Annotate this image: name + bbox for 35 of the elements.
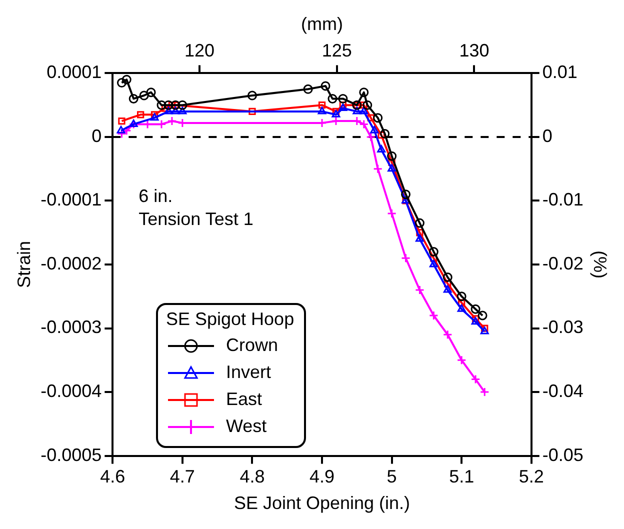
- y-tick-label: -0.0003: [40, 317, 102, 338]
- x2-tick-label: 120: [184, 40, 214, 60]
- x-tick-label: 4.6: [100, 466, 126, 487]
- y-tick-label: -0.0005: [40, 444, 102, 465]
- x-axis-title: SE Joint Opening (in.): [234, 493, 410, 514]
- x2-axis-title: (mm): [301, 14, 344, 34]
- x2-tick-label: 130: [459, 40, 490, 60]
- x-tick-label: 4.9: [309, 466, 335, 487]
- y2-axis-title: (%): [590, 250, 610, 278]
- legend-label: Invert: [226, 362, 272, 383]
- y2-tick-label: 0.01: [542, 62, 578, 82]
- x-tick-label: 5: [386, 466, 397, 487]
- y2-tick-label: -0.04: [542, 381, 584, 401]
- x-tick-label: 5.2: [518, 466, 544, 487]
- y-tick-label: -0.0001: [40, 190, 102, 210]
- y2-tick-label: -0.01: [542, 190, 584, 210]
- x-tick-label: 4.7: [170, 466, 195, 487]
- y2-tick-label: 0: [542, 126, 552, 146]
- y2-tick-label: -0.05: [542, 444, 584, 465]
- annotation: Tension Test 1: [138, 208, 254, 229]
- x-tick-label: 5.1: [449, 466, 474, 487]
- y2-tick-label: -0.02: [542, 253, 584, 274]
- legend-label: West: [226, 416, 267, 437]
- x2-tick-label: 125: [322, 40, 352, 60]
- x-tick-label: 4.8: [240, 466, 265, 487]
- y-axis-title: Strain: [14, 240, 34, 288]
- y-tick-label: 0: [92, 126, 102, 146]
- annotation: 6 in.: [138, 186, 173, 206]
- y-tick-label: -0.0002: [40, 253, 102, 274]
- y2-tick-label: -0.03: [542, 317, 584, 338]
- legend-label: Crown: [226, 335, 278, 356]
- legend-label: East: [226, 389, 262, 410]
- y-tick-label: -0.0004: [40, 381, 102, 401]
- y-tick-label: 0.0001: [46, 62, 102, 82]
- legend-title: SE Spigot Hoop: [166, 309, 294, 330]
